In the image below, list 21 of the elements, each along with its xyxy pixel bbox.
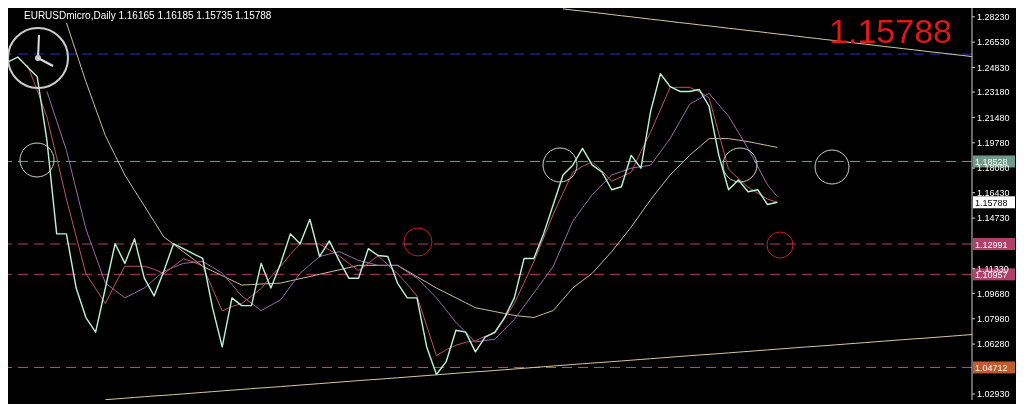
y-tick-label: 1.09680 bbox=[977, 288, 1010, 299]
text: 1.15788 bbox=[975, 197, 1008, 208]
chart-title: EURUSDmicro,Daily 1.16165 1.16185 1.15735 1.15788 bbox=[22, 10, 274, 21]
y-tick-label: 1.28230 bbox=[977, 11, 1010, 22]
y-tick-label: 1.14730 bbox=[977, 213, 1010, 224]
annotation: 1.15788 bbox=[829, 12, 952, 51]
y-tick-label: 1.02930 bbox=[977, 389, 1010, 400]
ref-line-label: 1.04712 bbox=[975, 362, 1008, 373]
line-series bbox=[104, 334, 973, 400]
ref-line-label: 1.12991 bbox=[975, 239, 1008, 250]
y-tick-label: 1.23180 bbox=[977, 87, 1010, 98]
y-tick-label: 1.06280 bbox=[977, 339, 1010, 350]
y-tick-label: 1.24830 bbox=[977, 62, 1010, 73]
y-tick-label: 1.16430 bbox=[977, 187, 1010, 198]
line-series bbox=[65, 22, 778, 319]
y-tick-label: 1.21480 bbox=[977, 112, 1010, 123]
line-series bbox=[46, 91, 778, 343]
line-series bbox=[562, 8, 973, 58]
y-tick-label: 1.19780 bbox=[977, 137, 1010, 148]
y-tick-label: 1.26530 bbox=[977, 37, 1010, 48]
y-tick-label: 1.07980 bbox=[977, 313, 1010, 324]
